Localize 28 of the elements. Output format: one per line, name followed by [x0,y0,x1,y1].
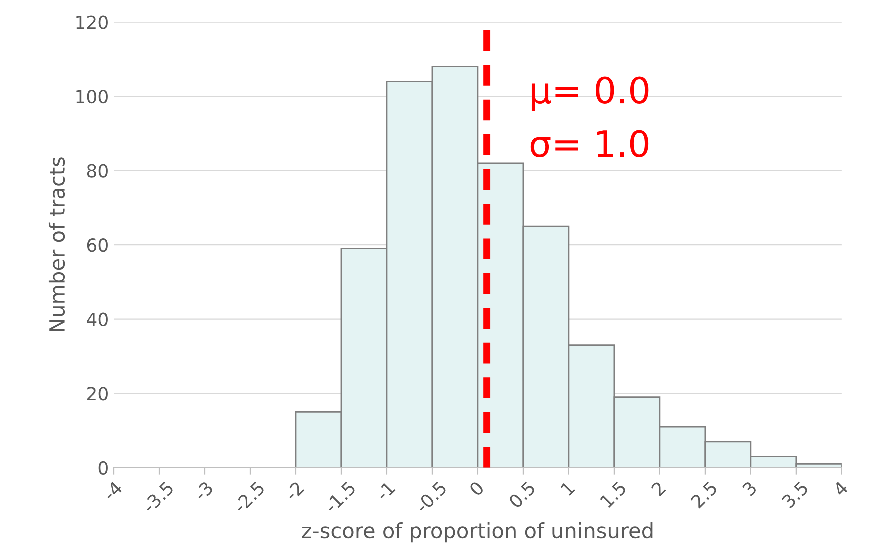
annotation: σ= 1.0 [530,130,649,158]
x-tick-label: 3.5 [781,481,810,509]
y-tick-label: 80 [87,164,108,178]
annotation: μ= 0.0 [532,76,649,112]
x-tick-label: 1 [560,481,576,496]
y-tick-label: 60 [87,238,108,252]
y-tick-label: 0 [98,461,108,475]
y-tick-label: 20 [87,387,108,401]
x-tick-label: -0.5 [414,481,448,514]
x-tick-label: 2.5 [690,481,718,509]
x-tick-label: 0 [468,480,485,497]
y-axis-title: Number of tracts [48,158,66,332]
x-tick-label: 2 [650,481,666,497]
x-tick-label: -3 [193,480,214,502]
x-tick-label: -4 [102,480,124,502]
x-tick-label: -2.5 [232,481,266,514]
y-tick-label: 100 [76,90,108,104]
x-tick-label: 4 [832,480,849,497]
x-tick-label: 0.5 [508,481,536,510]
x-axis-title: z-score of proportion of uninsured [302,522,653,543]
x-tick-label: -1 [375,481,396,502]
x-tick-label: 1.5 [600,481,628,508]
x-tick-label: -2 [284,481,305,502]
x-tick-label: 3 [742,480,758,497]
y-tick-label: 120 [76,16,108,30]
x-tick-label: -1.5 [324,481,357,514]
y-tick-label: 40 [87,312,108,326]
x-tick-label: -3.5 [142,481,175,514]
